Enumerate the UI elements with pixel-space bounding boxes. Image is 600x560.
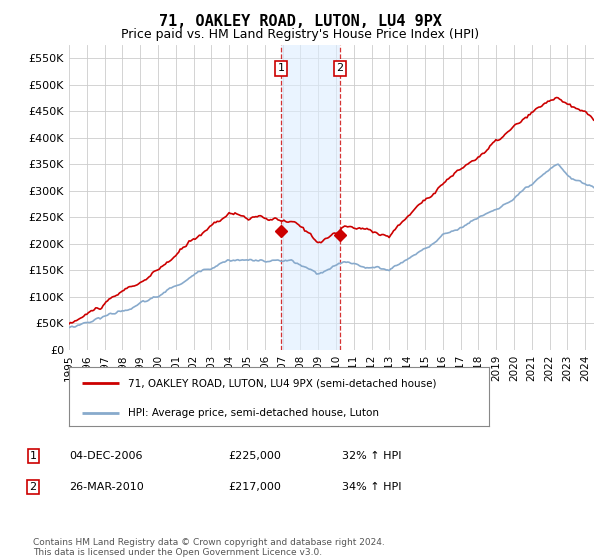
- Text: 34% ↑ HPI: 34% ↑ HPI: [342, 482, 401, 492]
- Text: Price paid vs. HM Land Registry's House Price Index (HPI): Price paid vs. HM Land Registry's House …: [121, 28, 479, 41]
- Text: £225,000: £225,000: [228, 451, 281, 461]
- Text: £217,000: £217,000: [228, 482, 281, 492]
- Text: 32% ↑ HPI: 32% ↑ HPI: [342, 451, 401, 461]
- Text: 1: 1: [278, 63, 284, 73]
- Text: 2: 2: [29, 482, 37, 492]
- Text: Contains HM Land Registry data © Crown copyright and database right 2024.
This d: Contains HM Land Registry data © Crown c…: [33, 538, 385, 557]
- Text: 04-DEC-2006: 04-DEC-2006: [69, 451, 143, 461]
- Text: 71, OAKLEY ROAD, LUTON, LU4 9PX (semi-detached house): 71, OAKLEY ROAD, LUTON, LU4 9PX (semi-de…: [128, 378, 436, 388]
- Text: 26-MAR-2010: 26-MAR-2010: [69, 482, 144, 492]
- Text: 1: 1: [29, 451, 37, 461]
- Text: 71, OAKLEY ROAD, LUTON, LU4 9PX: 71, OAKLEY ROAD, LUTON, LU4 9PX: [158, 14, 442, 29]
- Text: HPI: Average price, semi-detached house, Luton: HPI: Average price, semi-detached house,…: [128, 408, 379, 418]
- Bar: [281, 45, 340, 350]
- Text: 2: 2: [337, 63, 344, 73]
